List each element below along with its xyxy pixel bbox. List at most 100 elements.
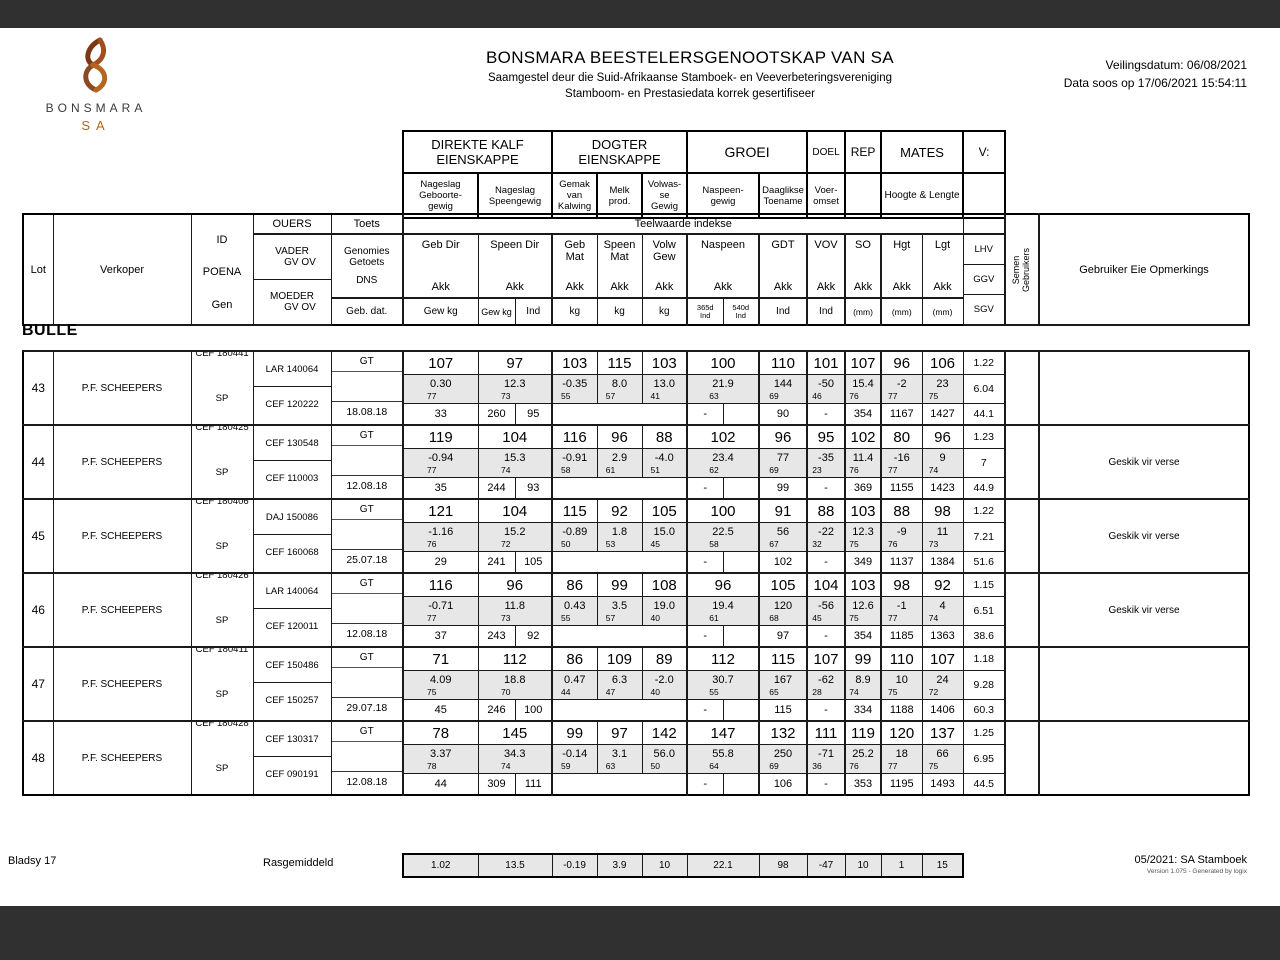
semen-users-cell: [1004, 424, 1040, 500]
col-header-opmerkings: Gebruiker Eie Opmerkings: [1038, 213, 1250, 326]
birth-date: 25.07.18: [332, 549, 402, 570]
cell-vov-val: -56 45: [806, 596, 846, 626]
gen-code: SP: [215, 615, 229, 626]
page-number: Bladsy 17: [8, 855, 57, 867]
cell-vov-val: -35 23: [806, 448, 846, 478]
animal-id: CEF 180411: [195, 647, 249, 655]
cell-so-bottom: 354: [844, 403, 882, 426]
cell-lgt-val: 11 73: [921, 522, 964, 552]
cell-gdt-bottom: 106: [758, 773, 808, 796]
avg-hgt: 1: [880, 853, 923, 878]
table-row: 43 P.F. SCHEEPERS CEF 180441 SP LAR 1400…: [22, 350, 1250, 426]
genomic-test-flag: GT: [332, 353, 402, 372]
col-header-speen-dir: Speen Dir Akk: [477, 233, 553, 299]
page-title: BONSMARA BEESTELERSGENOOTSKAP VAN SA: [486, 48, 894, 67]
section-label-bulle: BULLE: [22, 322, 78, 339]
avg-so: 10: [844, 853, 882, 878]
cell-speenmat-val: 6.3 47: [596, 670, 643, 700]
cell-so-bottom: 354: [844, 625, 882, 648]
cell-so-bottom: 369: [844, 477, 882, 500]
cell-vov-ind: 101: [806, 350, 846, 375]
cell-so-bottom: 349: [844, 551, 882, 574]
ebv-value-row: -0.71 77 11.8 73 0.43 55 3.5 57 19.0 40 19.4 6…: [23, 596, 1249, 626]
unit-naspeen-540: 540d Ind: [722, 297, 760, 326]
col-header-semen-gebruikers: Semen Gebruikers: [1004, 213, 1040, 326]
cell-naspeen-540: [722, 551, 760, 574]
avg-speen-mat: 3.9: [596, 853, 643, 878]
col-header-genomies: Genomies Getoets DNS: [330, 233, 404, 299]
seller-name: P.F. SCHEEPERS: [52, 646, 192, 722]
cell-gebmat-ind: 99: [551, 720, 598, 745]
desc-voeromset: Voer- omset: [806, 172, 847, 219]
cell-volwgew-val: -4.0 51: [641, 448, 688, 478]
sire-id: CEF 130317: [265, 733, 319, 745]
animal-id-cell: CEF 180428 SP: [190, 720, 254, 796]
unit-lgt: (mm): [921, 297, 964, 326]
desc-naspeen: Naspeen- gewig: [686, 172, 761, 219]
test-cell: GT 12.08.18: [330, 424, 404, 500]
lot-table: 43 P.F. SCHEEPERS CEF 180441 SP LAR 1400…: [22, 350, 1250, 796]
cell-sgv: 51.6: [962, 551, 1006, 574]
genomic-test-flag: GT: [332, 649, 402, 668]
cell-volwgew-val: 56.0 50: [641, 744, 688, 774]
cell-volwgew-ind: 108: [641, 572, 688, 597]
desc-geboortegewig: Nageslag Geboorte- gewig: [402, 172, 479, 219]
cell-sgv: 44.1: [962, 403, 1006, 426]
cell-dogter-blank: [551, 551, 688, 574]
ebv-value-row: 4.09 75 18.8 70 0.47 44 6.3 47 -2.0 40 30.7 55…: [23, 670, 1249, 700]
cell-vov-val: -50 46: [806, 374, 846, 404]
cell-naspeen-365: -: [686, 625, 724, 648]
cell-volwgew-ind: 105: [641, 498, 688, 523]
animal-id: CEF 180426: [195, 573, 249, 581]
desc-toename: Daaglikse Toename: [758, 172, 809, 219]
cell-vov-bottom: -: [806, 699, 846, 722]
cell-naspeen-ind: 100: [686, 498, 760, 523]
seller-name: P.F. SCHEEPERS: [52, 720, 192, 796]
cell-vov-bottom: -: [806, 625, 846, 648]
cell-lhv: 1.22: [962, 498, 1006, 523]
cell-speenmat-val: 2.9 61: [596, 448, 643, 478]
cell-gdt-val: 144 69: [758, 374, 808, 404]
cell-naspeen-540: [722, 403, 760, 426]
cell-vov-bottom: -: [806, 477, 846, 500]
document-header: BONSMARA BEESTELERSGENOOTSKAP VAN SA Saa…: [400, 48, 980, 100]
desc-volwasse: Volwas- se Gewig: [641, 172, 689, 219]
cell-gebdir-val: 0.30 77: [402, 374, 479, 404]
seller-name: P.F. SCHEEPERS: [52, 572, 192, 648]
col-header-so: SO Akk: [844, 233, 882, 299]
cell-naspeen-val: 55.8 64: [686, 744, 760, 774]
cell-naspeen-val: 23.4 62: [686, 448, 760, 478]
cell-hgt-bottom: 1195: [880, 773, 923, 796]
col-header-geb-dir: Geb Dir Akk: [402, 233, 479, 299]
cell-gebdir-gew: 45: [402, 699, 479, 722]
cell-lgt-bottom: 1363: [921, 625, 964, 648]
cell-naspeen-ind: 102: [686, 424, 760, 449]
raw-value-row: 44 309 111 - 106 - 353 1195 1493 44.5: [23, 773, 1249, 796]
cell-naspeen-540: [722, 773, 760, 796]
cell-hgt-val: -16 77: [880, 448, 923, 478]
col-header-id: ID POENA Gen: [190, 213, 254, 326]
cell-speendir-ind2: 100: [514, 699, 553, 722]
cell-dogter-blank: [551, 477, 688, 500]
semen-users-cell: [1004, 720, 1040, 796]
birth-date: 12.08.18: [332, 623, 402, 644]
genomic-test-flag: GT: [332, 575, 402, 594]
cell-so-ind: 107: [844, 350, 882, 375]
avg-lgt: 15: [921, 853, 964, 878]
cell-speendir-ind: 104: [477, 498, 553, 523]
cell-gebmat-val: -0.91 58: [551, 448, 598, 478]
parents-cell: CEF 130317 CEF 090191: [252, 720, 332, 796]
letterbox-bottom: [0, 906, 1280, 960]
animal-id-cell: CEF 180425 SP: [190, 424, 254, 500]
cell-volwgew-ind: 142: [641, 720, 688, 745]
gen-code: SP: [215, 541, 229, 552]
raw-value-row: 45 246 100 - 115 - 334 1188 1406 60.3: [23, 699, 1249, 722]
cell-gebdir-gew: 37: [402, 625, 479, 648]
cell-vov-ind: 104: [806, 572, 846, 597]
cell-speendir-ind: 96: [477, 572, 553, 597]
cell-speendir-gew: 241: [477, 551, 516, 574]
cell-gdt-val: 120 68: [758, 596, 808, 626]
cell-gdt-val: 167 65: [758, 670, 808, 700]
auction-date: Veilingsdatum: 06/08/2021: [1105, 58, 1247, 72]
date-block: Veilingsdatum: 06/08/2021 Data soos op 1…: [1064, 56, 1247, 92]
